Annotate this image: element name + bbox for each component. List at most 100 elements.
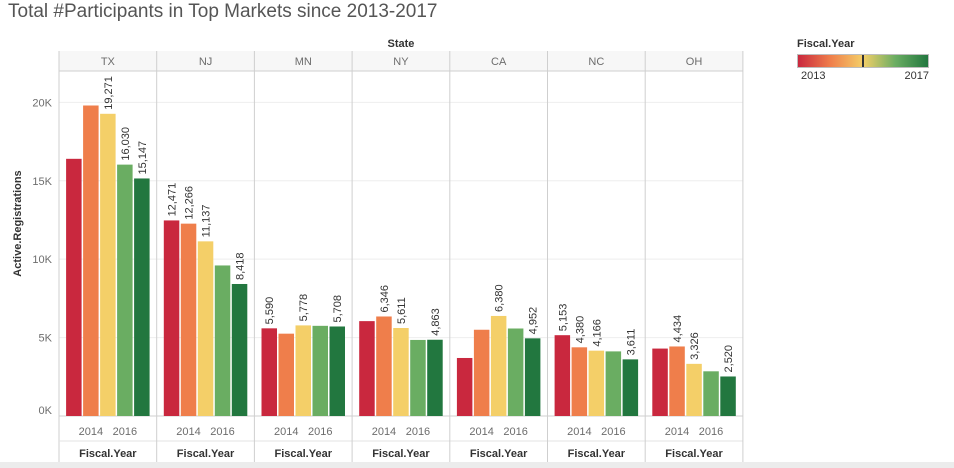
x-tick-label: 2014 [274,426,298,438]
bar-oh-2013 [652,348,668,416]
y-tick-label: 0K [39,405,53,417]
bar-tx-2013 [66,158,82,416]
bar-nc-2017 [622,359,639,416]
x-tick-label: 2014 [372,426,396,438]
legend-gradient-bar[interactable] [797,54,929,68]
x-axis-title: Fiscal.Year [665,448,723,460]
x-tick-label: 2016 [503,426,527,438]
x-tick-label: 2014 [567,426,591,438]
x-tick-label: 2014 [665,426,689,438]
x-axis-title: Fiscal.Year [177,448,235,460]
bar-ny-2015 [393,328,409,416]
data-label: 4,380 [574,316,586,344]
legend-min-label: 2013 [801,70,826,82]
color-legend[interactable]: Fiscal.Year 2013 2017 [797,38,937,84]
bar-oh-2014 [669,346,685,416]
chart-title: Total #Participants in Top Markets since… [8,1,438,22]
bar-mn-2017 [329,326,345,416]
column-header-label: State [387,38,414,50]
bar-nc-2016 [605,351,622,416]
data-label: 2,520 [723,345,735,373]
data-label: 15,147 [137,141,149,175]
bar-ca-2015 [490,315,507,416]
bar-ny-2017 [427,339,443,416]
bar-tx-2016 [117,164,133,416]
x-tick-label: 2016 [210,426,234,438]
data-label: 8,418 [235,252,247,280]
bar-nc-2014 [571,347,588,416]
bar-nj-2015 [197,241,214,416]
y-tick-label: 10K [32,254,52,266]
panel-header-oh: OH [686,56,703,68]
data-label: 5,778 [298,294,310,322]
x-axis-title: Fiscal.Year [79,448,137,460]
bar-ca-2014 [473,329,490,416]
x-axis-title: Fiscal.Year [275,448,333,460]
x-tick-label: 2016 [113,426,137,438]
x-axis-title: Fiscal.Year [470,448,528,460]
data-label: 4,863 [430,308,442,336]
legend-title: Fiscal.Year [797,38,855,50]
bar-nj-2013 [163,220,180,416]
bar-nj-2017 [231,283,248,416]
x-tick-label: 2014 [176,426,200,438]
bar-ca-2017 [524,338,541,416]
bar-oh-2015 [686,363,702,416]
panel-header-band [59,51,743,71]
data-label: 5,590 [264,297,276,325]
x-tick-label: 2016 [406,426,430,438]
bar-oh-2016 [703,371,719,416]
panel-header-nc: NC [588,56,604,68]
bar-ny-2014 [376,316,392,416]
bar-tx-2015 [100,113,116,416]
bar-mn-2014 [278,333,294,416]
data-label: 5,708 [332,295,344,323]
data-label: 4,434 [672,315,684,343]
x-tick-label: 2016 [308,426,332,438]
data-label: 6,380 [494,284,506,312]
data-label: 5,611 [396,297,408,324]
bar-nc-2013 [554,335,571,416]
x-tick-label: 2016 [699,426,723,438]
data-label: 12,266 [184,186,196,220]
data-label: 4,166 [591,319,603,347]
bar-nj-2014 [180,223,197,416]
x-tick-label: 2014 [79,426,103,438]
y-tick-label: 5K [39,333,53,345]
data-label: 5,153 [557,304,569,332]
y-tick-label: 20K [32,97,52,109]
bar-nj-2016 [214,265,231,416]
x-tick-label: 2014 [469,426,493,438]
bar-mn-2013 [261,328,277,416]
panel-header-mn: MN [295,56,312,68]
bar-mn-2016 [312,325,328,416]
bar-oh-2017 [720,376,736,416]
bar-mn-2015 [295,325,311,416]
bar-tx-2017 [134,178,150,416]
y-axis-title: Active.Registrations [12,170,24,276]
data-label: 3,326 [689,332,701,360]
scrollbar-strip[interactable] [0,462,954,468]
bar-ny-2013 [359,321,375,416]
x-axis-title: Fiscal.Year [372,448,430,460]
data-label: 11,137 [201,205,213,238]
bar-ca-2016 [507,328,524,416]
x-tick-label: 2016 [601,426,625,438]
data-label: 19,271 [103,76,115,110]
y-tick-label: 15K [32,176,52,188]
bar-nc-2015 [588,350,605,416]
bar-ca-2013 [456,357,473,416]
legend-marker [862,55,864,67]
data-label: 16,030 [120,127,132,161]
panel-header-tx: TX [101,56,116,68]
legend-max-label: 2017 [904,70,929,82]
data-label: 6,346 [379,285,391,313]
data-label: 3,611 [625,329,637,356]
data-label: 12,471 [167,183,179,217]
panel-header-ca: CA [491,56,507,68]
bar-ny-2016 [410,339,426,416]
panel-header-nj: NJ [199,56,212,68]
x-axis-title: Fiscal.Year [568,448,626,460]
data-label: 4,952 [528,307,540,335]
